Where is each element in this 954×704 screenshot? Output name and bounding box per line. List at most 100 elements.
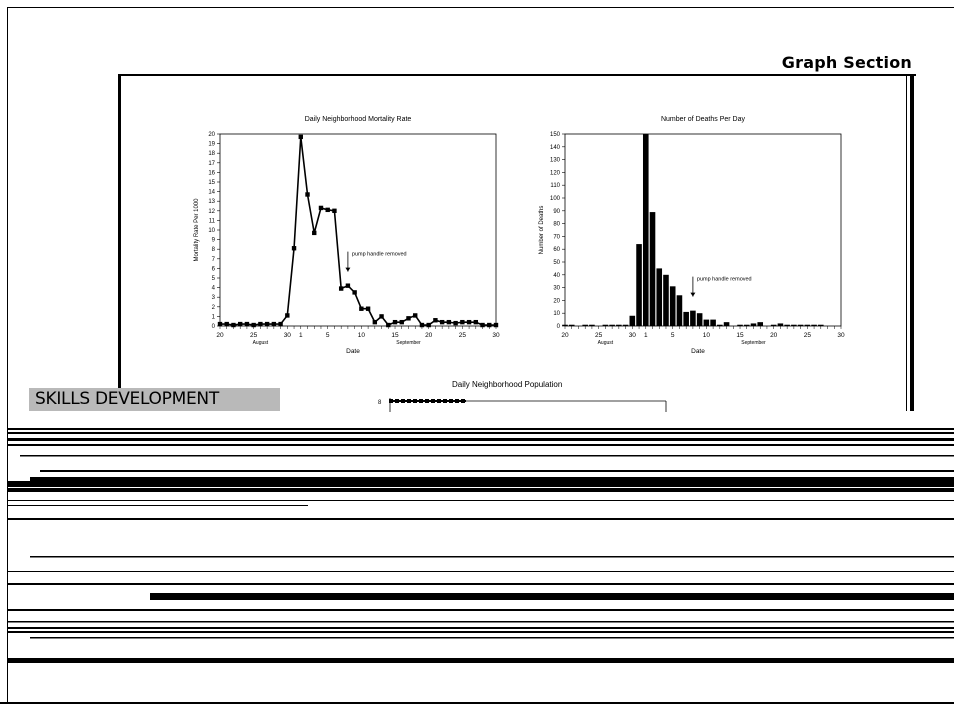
data-point <box>379 314 384 319</box>
y-tick-label: 110 <box>550 183 560 189</box>
bar <box>717 324 723 326</box>
data-point <box>244 321 250 327</box>
bar <box>804 324 811 326</box>
bar <box>750 323 757 326</box>
chart-title: Number of Deaths Per Day <box>661 116 746 123</box>
x-tick-label: 20 <box>425 332 433 339</box>
x-tick-label: 25 <box>250 332 258 339</box>
y-tick-label: 0 <box>557 324 561 330</box>
bar <box>737 324 743 326</box>
month-label: August <box>253 340 269 346</box>
x-axis-label: Date <box>346 348 360 355</box>
plot-area-border <box>219 133 497 327</box>
bar <box>784 324 790 326</box>
bar <box>743 324 750 326</box>
data-point <box>325 207 330 213</box>
data-point <box>332 208 337 213</box>
bar <box>602 324 609 326</box>
population-chart-fragment: 8 <box>378 398 667 412</box>
page-border <box>7 7 954 704</box>
data-point <box>251 322 256 328</box>
x-tick-label: 1 <box>644 332 648 339</box>
data-point <box>399 319 404 325</box>
annotation-label: pump handle removed <box>697 277 752 283</box>
data-point <box>372 319 378 325</box>
x-tick-label: 30 <box>629 332 637 339</box>
y-tick-label: 150 <box>550 132 561 138</box>
bar <box>791 324 797 326</box>
data-point <box>285 313 290 318</box>
bar <box>770 324 777 326</box>
bar <box>629 315 636 326</box>
y-tick-label: 10 <box>553 311 560 317</box>
y-tick-label: 20 <box>208 132 215 138</box>
bar <box>818 324 824 326</box>
graph-frame-right <box>910 74 914 411</box>
y-tick-label: 8 <box>212 247 216 253</box>
data-point <box>439 319 445 325</box>
y-tick-label: 80 <box>553 222 560 228</box>
bar <box>676 295 683 326</box>
data-point <box>365 306 371 311</box>
data-point <box>487 322 492 328</box>
month-label: September <box>396 340 421 346</box>
data-point <box>312 230 317 236</box>
y-tick-label: 18 <box>208 151 215 157</box>
bar <box>757 322 764 326</box>
y-tick-label: 9 <box>212 238 216 244</box>
y-tick-label: 20 <box>553 298 560 304</box>
y-tick-label: 30 <box>553 286 560 292</box>
y-tick-label: 13 <box>208 199 215 205</box>
data-point <box>338 286 344 291</box>
graph-frame-top <box>118 74 916 76</box>
y-tick-label: 40 <box>553 273 560 279</box>
y-tick-label: 70 <box>553 234 560 240</box>
data-point <box>271 321 277 327</box>
data-point <box>237 321 243 327</box>
data-point <box>231 322 236 328</box>
y-tick-label: 15 <box>208 180 215 186</box>
bar <box>669 286 676 326</box>
bar <box>656 268 663 326</box>
data-point <box>352 290 357 295</box>
y-axis-label: Number of Deaths <box>539 206 545 255</box>
annotation-arrowhead <box>345 267 351 272</box>
y-tick-label: 50 <box>553 260 560 266</box>
y-tick-label: 120 <box>550 170 561 176</box>
data-point <box>305 192 310 197</box>
x-tick-label: 25 <box>459 332 467 339</box>
y-tick-label: 90 <box>553 209 560 215</box>
series-line <box>220 136 496 327</box>
y-tick-label: 16 <box>208 170 215 176</box>
data-point <box>392 319 398 325</box>
data-point <box>258 321 263 327</box>
x-tick-label: 5 <box>326 332 330 339</box>
data-point <box>318 205 324 211</box>
x-tick-label: 30 <box>284 332 292 339</box>
data-point <box>406 316 411 321</box>
y-tick-label: 11 <box>209 218 216 224</box>
x-tick-label: 20 <box>561 332 569 339</box>
data-point <box>278 321 283 327</box>
y-tick-label: 2 <box>212 305 216 311</box>
bar <box>690 310 696 326</box>
y-tick-label: 5 <box>212 276 216 282</box>
x-tick-label: 10 <box>358 332 366 339</box>
y-tick-label: 12 <box>208 209 215 215</box>
population-chart-title: Daily Neighborhood Population <box>452 380 563 389</box>
bar <box>636 244 642 326</box>
data-point <box>298 134 303 140</box>
data-point <box>426 322 431 328</box>
bar <box>589 324 595 326</box>
y-tick-label: 60 <box>553 247 560 253</box>
bar <box>609 324 615 326</box>
x-tick-label: 25 <box>595 332 603 339</box>
graph-frame-right-inner <box>906 74 907 411</box>
data-point <box>446 319 452 325</box>
y-tick-label: 0 <box>212 324 216 330</box>
y-tick-label: 140 <box>550 145 561 151</box>
bar <box>649 212 656 326</box>
plot-area-border <box>564 133 842 327</box>
bar <box>710 319 716 326</box>
x-tick-label: 20 <box>770 332 778 339</box>
